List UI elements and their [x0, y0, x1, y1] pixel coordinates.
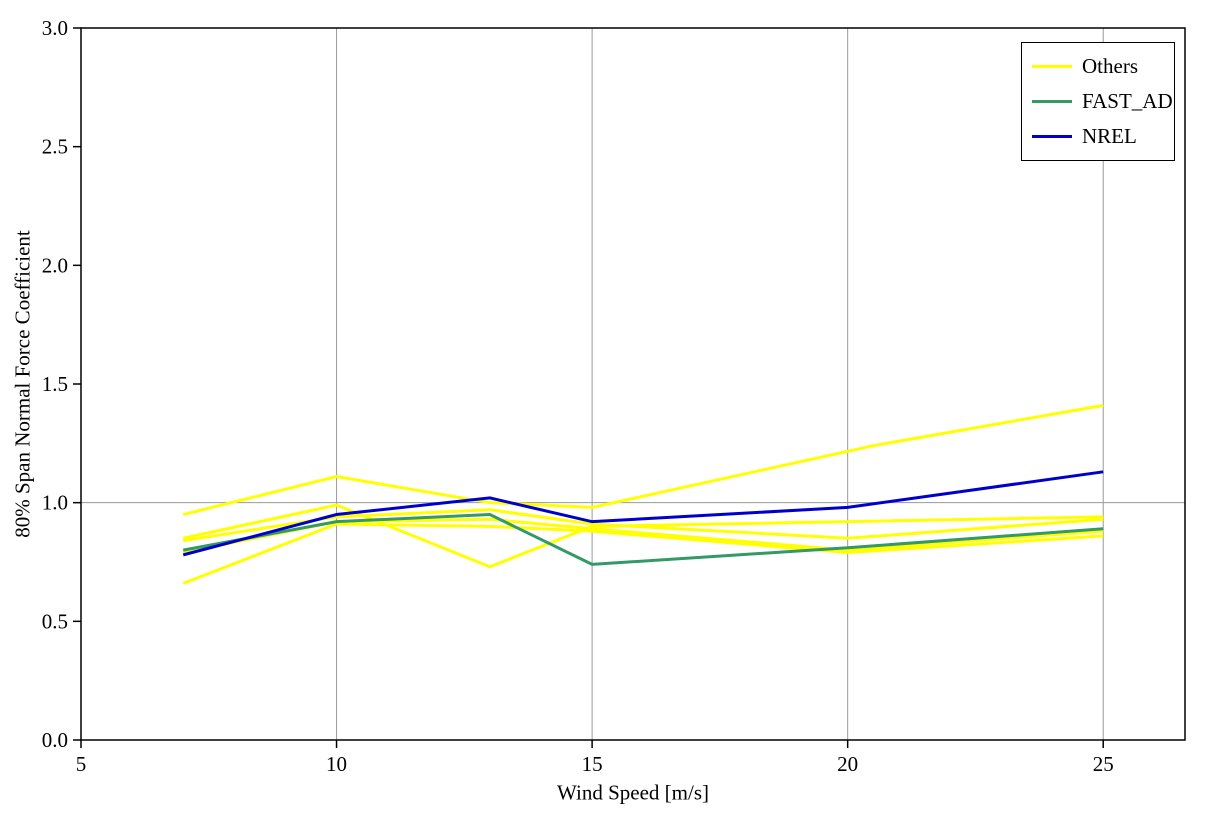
- legend: Others FAST_AD NREL: [1021, 42, 1175, 161]
- legend-label: FAST_AD: [1082, 89, 1173, 113]
- legend-label: NREL: [1082, 124, 1137, 148]
- x-axis-title: Wind Speed [m/s]: [557, 780, 709, 805]
- y-tick-label: 3.0: [42, 16, 68, 40]
- series-line-Others-2: [182, 503, 1104, 569]
- plot-frame: [80, 27, 1186, 741]
- series-line-Others-5: [182, 522, 1104, 585]
- x-tick-label: 25: [1093, 752, 1114, 776]
- y-tick-label: 1.0: [42, 491, 68, 515]
- legend-label: Others: [1082, 54, 1138, 78]
- y-tick-label: 1.5: [42, 372, 68, 396]
- legend-entry: NREL: [1022, 119, 1174, 154]
- y-tick-label: 2.0: [42, 253, 68, 277]
- series-line-FAST_AD: [182, 513, 1104, 566]
- series-line-NREL: [182, 470, 1104, 557]
- y-tick-label: 2.5: [42, 135, 68, 159]
- x-tick-label: 10: [326, 752, 347, 776]
- x-tick-label: 20: [837, 752, 858, 776]
- legend-entry: FAST_AD: [1022, 84, 1174, 119]
- legend-entry: Others: [1022, 49, 1174, 84]
- legend-line-swatch: [1032, 65, 1072, 68]
- x-tick-label: 15: [582, 752, 603, 776]
- legend-line-swatch: [1032, 100, 1072, 103]
- x-tick-label: 5: [76, 752, 87, 776]
- y-tick-label: 0.0: [42, 728, 68, 752]
- legend-line-swatch: [1032, 135, 1072, 138]
- y-axis-title: 80% Span Normal Force Coefficient: [10, 230, 35, 538]
- series-line-Others-1: [182, 403, 1104, 516]
- y-tick-label: 0.5: [42, 609, 68, 633]
